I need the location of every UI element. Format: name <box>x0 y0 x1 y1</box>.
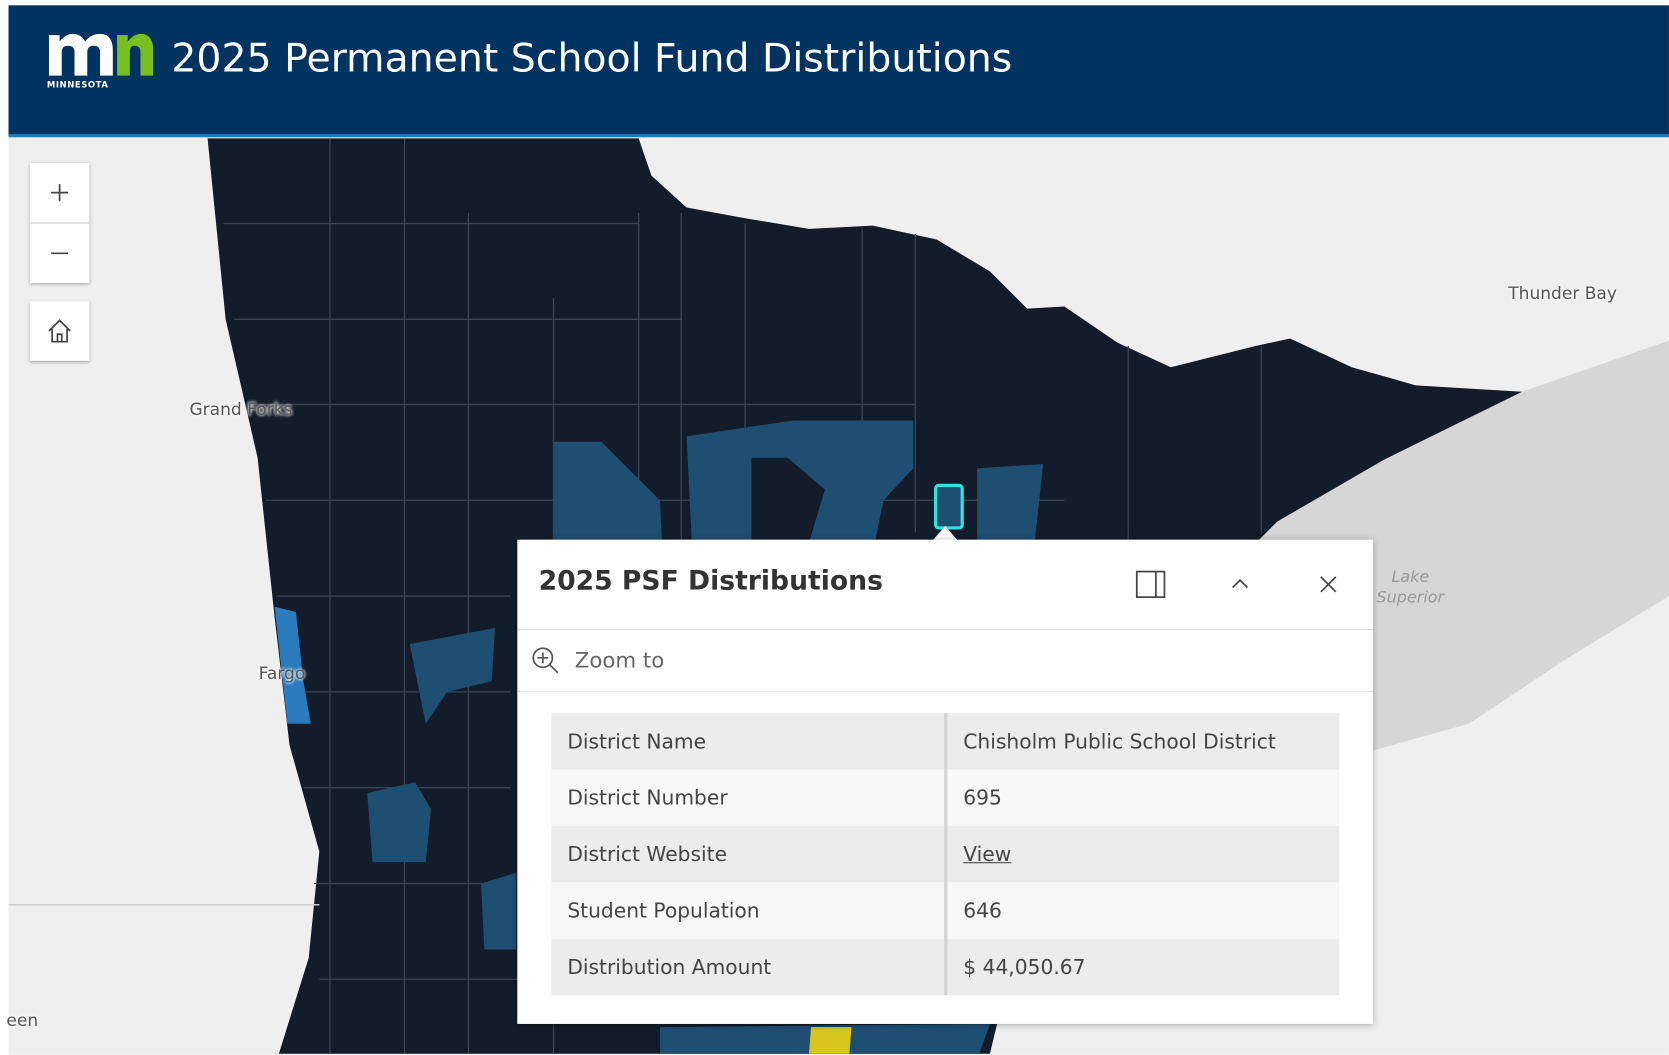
field-value: View <box>945 825 1340 883</box>
place-label: Thunder Bay <box>1508 283 1617 304</box>
field-value: 695 <box>945 769 1340 826</box>
field-value: 646 <box>945 882 1340 939</box>
collapse-button[interactable] <box>1229 574 1250 595</box>
minus-icon <box>51 252 69 255</box>
place-label: Fargo <box>258 663 306 684</box>
field-name: Student Population <box>551 882 948 939</box>
popup-pointer <box>932 525 958 541</box>
zoom-to-action[interactable]: Zoom to <box>517 629 1374 692</box>
field-value: Chisholm Public School District <box>945 713 1340 770</box>
table-row: District Number 695 <box>551 769 1340 826</box>
dock-button[interactable] <box>1135 569 1167 599</box>
popup: 2025 PSF Distributions Zoom to District … <box>517 539 1374 1024</box>
place-label: Grand Forks <box>189 399 293 420</box>
plus-icon <box>51 184 69 202</box>
zoom-to-label: Zoom to <box>574 647 665 673</box>
website-link[interactable]: View <box>963 842 1012 866</box>
zoom-in-button[interactable] <box>29 162 90 224</box>
header: MINNESOTA 2025 Permanent School Fund Dis… <box>8 5 1669 138</box>
table-row: Student Population 646 <box>551 882 1340 939</box>
close-button[interactable] <box>1318 574 1339 595</box>
home-button[interactable] <box>29 301 90 361</box>
field-value: $ 44,050.67 <box>945 938 1340 996</box>
field-name: District Name <box>551 713 948 770</box>
table-row: Distribution Amount $ 44,050.67 <box>551 938 1340 996</box>
home-icon <box>48 319 71 343</box>
app-title: 2025 Permanent School Fund Distributions <box>171 35 1013 81</box>
zoom-out-button[interactable] <box>29 223 90 284</box>
lake-label: Lake Superior <box>1376 567 1445 607</box>
attribute-table: District Name Chisholm Public School Dist… <box>551 713 1340 996</box>
table-row: District Name Chisholm Public School Dist… <box>551 713 1340 770</box>
popup-title: 2025 PSF Distributions <box>538 565 883 597</box>
logo <box>48 33 154 76</box>
field-name: District Website <box>551 825 948 883</box>
zoom-icon <box>532 647 559 674</box>
place-label: een <box>6 1010 39 1031</box>
logo-text: MINNESOTA <box>46 79 109 90</box>
field-name: Distribution Amount <box>551 938 948 996</box>
field-name: District Number <box>551 769 948 826</box>
table-row: District Website View <box>551 825 1340 883</box>
